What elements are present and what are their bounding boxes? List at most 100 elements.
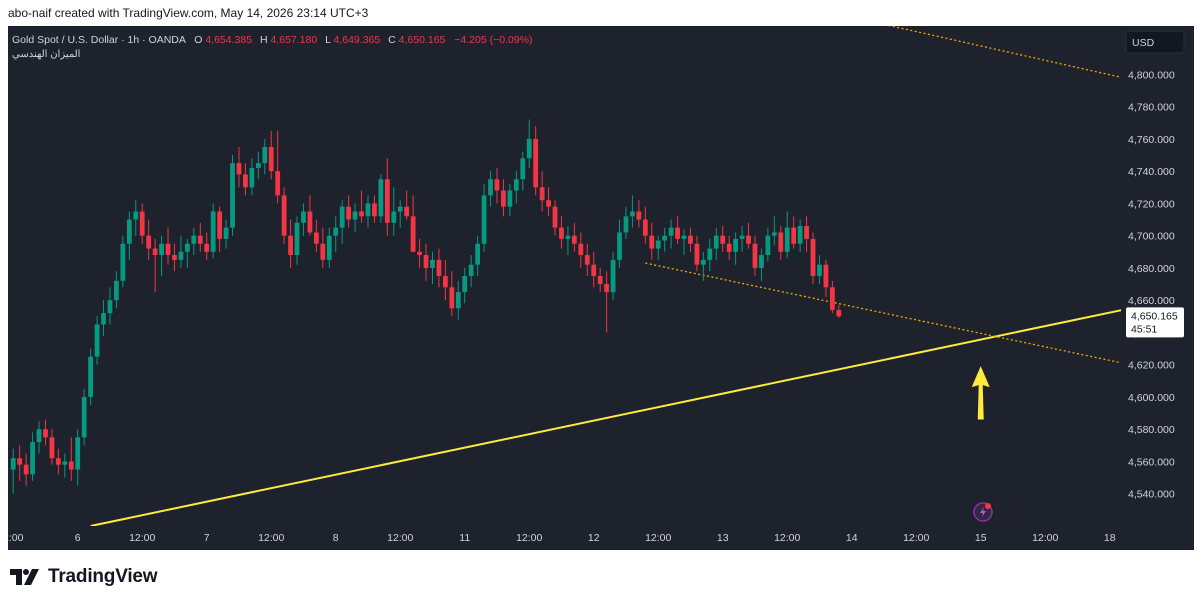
last-price-tag: 4,650.165 45:51 — [1126, 307, 1184, 338]
candle-body — [88, 356, 94, 397]
candle — [546, 187, 551, 217]
candle — [384, 158, 390, 236]
candle — [771, 216, 777, 246]
candle-body — [707, 248, 713, 260]
candle-body — [636, 211, 642, 220]
candle — [372, 195, 377, 223]
chart-panel[interactable]: 4,540.000 4,560.000 4,580.000 4,600.000 4,62… — [8, 26, 1194, 550]
candle — [817, 255, 822, 285]
candle-body — [255, 163, 261, 168]
tradingview-wordmark: TradingView — [48, 566, 158, 587]
candle — [397, 200, 403, 228]
candle-body — [288, 235, 293, 256]
candle — [326, 227, 332, 268]
price-tick-label: 4,740.000 — [1128, 166, 1175, 178]
price-chart[interactable]: 4,540.000 4,560.000 4,580.000 4,600.000 4,62… — [8, 26, 1194, 550]
candle — [617, 219, 622, 268]
time-axis[interactable]: 2:00 6 12:00 7 12:00 8 12:00 11 12:00 12 12:00 13 12… — [8, 532, 1116, 544]
candle — [333, 216, 339, 252]
price-tick-label: 4,560.000 — [1128, 456, 1175, 468]
candle — [159, 235, 164, 276]
candle — [759, 248, 764, 281]
annotation-arrow — [971, 366, 990, 420]
candle-body — [526, 138, 532, 159]
candle — [565, 226, 571, 256]
candle-body — [552, 206, 558, 228]
candle — [610, 251, 616, 301]
currency-button[interactable]: USD — [1125, 30, 1185, 54]
candle — [668, 219, 674, 249]
candle-body — [120, 243, 126, 281]
candle — [43, 419, 48, 446]
candle — [236, 146, 242, 188]
candle-body — [101, 313, 106, 325]
candle-body — [797, 226, 803, 244]
candle-body — [365, 203, 371, 217]
candle-body — [584, 255, 590, 265]
candle-body — [694, 243, 700, 265]
candle — [165, 227, 171, 265]
candle — [442, 259, 448, 301]
channel-line-1 — [645, 262, 1121, 364]
candle-body — [655, 240, 661, 249]
lightning-icon[interactable] — [973, 502, 993, 522]
candle-body — [81, 396, 87, 438]
candle — [255, 151, 261, 180]
candle — [230, 155, 235, 236]
candle-body — [236, 163, 242, 175]
candle — [81, 388, 87, 446]
candle — [262, 138, 268, 175]
candle-body — [681, 235, 687, 239]
price-tick-label: 4,680.000 — [1128, 263, 1175, 275]
candle-body — [62, 461, 68, 465]
candle — [172, 243, 177, 272]
candle — [823, 259, 829, 297]
candle — [713, 227, 719, 260]
candle-body — [152, 248, 158, 256]
candle-body — [746, 235, 751, 244]
candle — [75, 429, 81, 486]
time-tick-label: 18 — [1104, 532, 1116, 544]
price-tick-label: 4,600.000 — [1128, 392, 1175, 404]
candle-body — [778, 232, 784, 252]
arrow-shape — [971, 366, 990, 420]
candle-body — [539, 187, 545, 201]
legend-high-label: H — [260, 34, 268, 46]
candle-body — [771, 232, 777, 236]
candle — [23, 453, 29, 486]
candle-body — [836, 309, 842, 317]
candle — [36, 421, 42, 454]
candle — [249, 158, 255, 196]
candle — [417, 238, 422, 268]
candle-body — [752, 243, 758, 268]
legend-change: −4.205 (−0.09%) — [454, 34, 532, 46]
candle — [797, 219, 803, 252]
candle-body — [759, 255, 764, 268]
candle-body — [126, 219, 132, 244]
candle-body — [688, 235, 693, 244]
candle — [139, 203, 145, 244]
tradingview-logo-icon — [10, 569, 39, 585]
candle-body — [262, 146, 268, 164]
channel-line-2 — [888, 26, 1121, 78]
legend-low-label: L — [325, 34, 331, 46]
candle-body — [384, 179, 390, 223]
candle — [539, 171, 545, 212]
tradingview-logo[interactable]: TradingView — [10, 566, 158, 588]
candle-body — [617, 232, 622, 260]
candle-body — [765, 235, 771, 256]
legend-symbol: Gold Spot / U.S. Dollar · 1h · OANDA — [12, 34, 186, 46]
candle — [404, 190, 410, 220]
overlay-layer — [971, 366, 990, 420]
indicator-label: الميزان الهندسي — [12, 49, 80, 60]
candle — [739, 226, 745, 252]
price-tick-label: 4,620.000 — [1128, 360, 1175, 372]
candle-body — [520, 158, 526, 180]
price-tick-label: 4,660.000 — [1128, 295, 1175, 307]
last-price-value: 4,650.165 — [1131, 310, 1178, 322]
price-axis[interactable]: 4,540.000 4,560.000 4,580.000 4,600.000 4,62… — [1128, 69, 1175, 500]
candle-body — [417, 251, 422, 256]
candle-body — [784, 227, 790, 252]
candle — [784, 211, 790, 259]
candle-body — [559, 227, 564, 239]
